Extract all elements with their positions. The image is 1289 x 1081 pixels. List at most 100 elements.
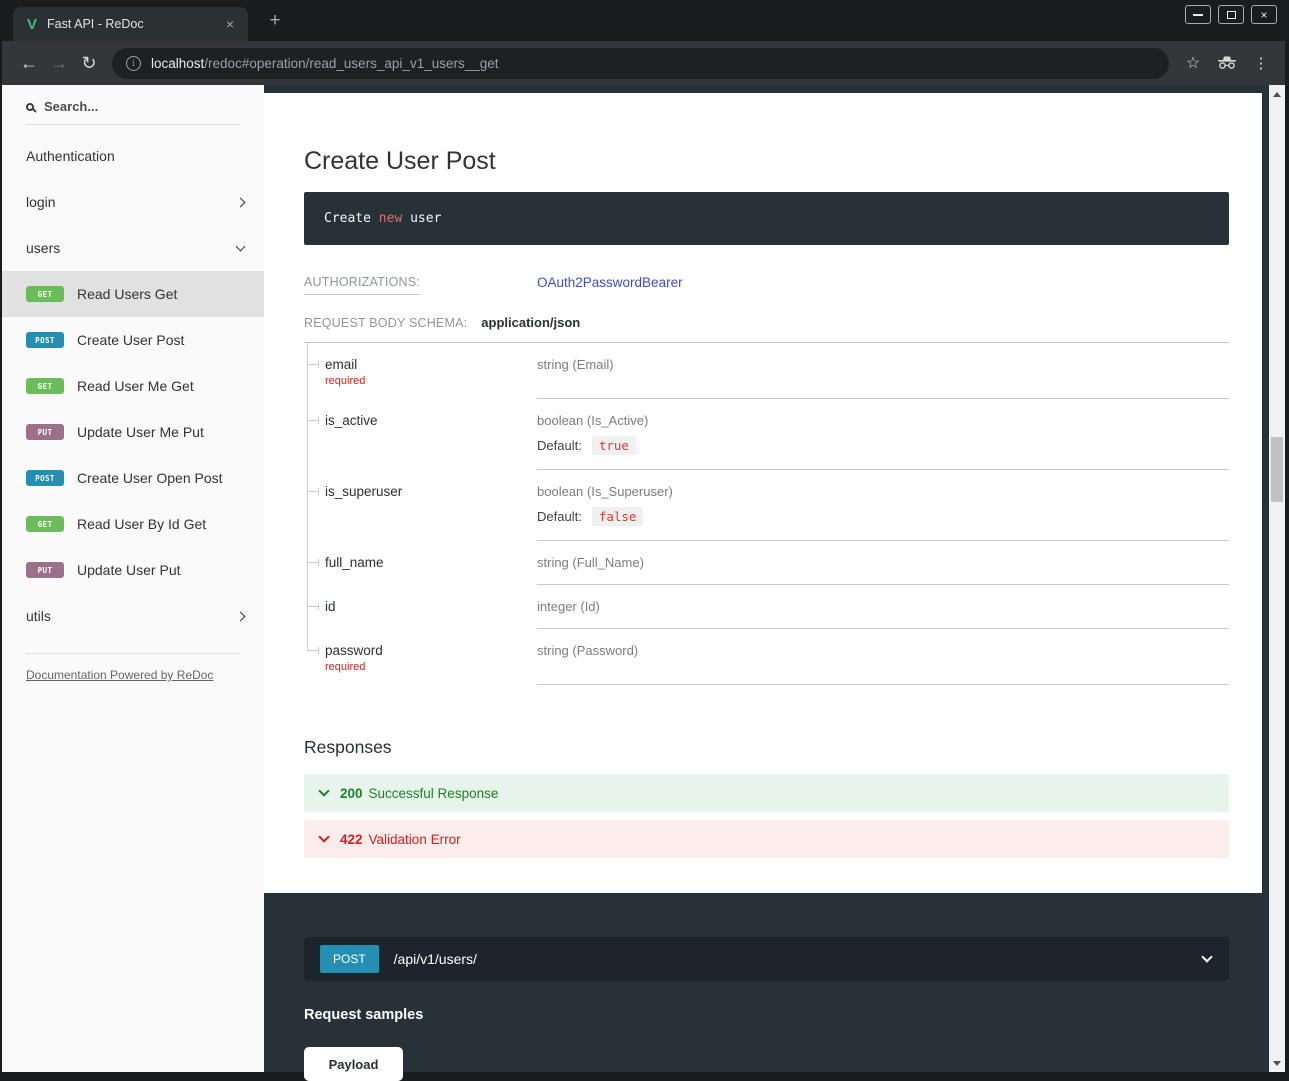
sidebar-item-create-user-post[interactable]: POST Create User Post bbox=[2, 317, 264, 363]
sidebar-group-users[interactable]: users bbox=[2, 225, 264, 271]
maximize-button[interactable] bbox=[1218, 5, 1244, 24]
field-name[interactable]: password bbox=[325, 643, 383, 658]
field-type-cell: string (Full_Name) bbox=[537, 541, 1229, 585]
field-name[interactable]: full_name bbox=[325, 555, 384, 570]
sidebar-menu: Authentication login users GET Read Users Ge… bbox=[2, 133, 264, 639]
default-value-chip: true bbox=[591, 436, 636, 455]
sidebar-group-label: utils bbox=[26, 608, 51, 624]
sidebar-item-create-user-open-post[interactable]: POST Create User Open Post bbox=[2, 455, 264, 501]
scrollbar-thumb[interactable] bbox=[1271, 437, 1283, 502]
field-required-flag: required bbox=[325, 661, 366, 673]
redoc-credit-link[interactable]: Documentation Powered by ReDoc bbox=[26, 668, 214, 682]
tab-close-icon[interactable]: × bbox=[225, 16, 234, 32]
tree-nub-icon bbox=[318, 417, 319, 424]
tree-tick-icon bbox=[307, 562, 318, 563]
sidebar-item-label: Update User Put bbox=[77, 562, 181, 578]
chevron-down-icon bbox=[1201, 951, 1213, 963]
field-name[interactable]: email bbox=[325, 357, 358, 372]
browser-scrollbar[interactable] bbox=[1269, 85, 1285, 1072]
page: Authentication login users GET Read Users Ge… bbox=[2, 85, 1285, 1081]
back-button[interactable]: ← bbox=[20, 52, 38, 73]
scroll-up-arrow[interactable] bbox=[1269, 86, 1285, 102]
field-name-cell: is_superuser bbox=[304, 470, 537, 541]
method-badge-get: GET bbox=[26, 378, 64, 394]
request-body-mime: application/json bbox=[481, 315, 581, 330]
summary-keyword: new bbox=[378, 211, 403, 226]
method-badge-get: GET bbox=[26, 516, 64, 532]
field-name[interactable]: id bbox=[325, 599, 336, 614]
sidebar-item-read-users-get[interactable]: GET Read Users Get bbox=[2, 271, 264, 317]
sidebar: Authentication login users GET Read Users Ge… bbox=[2, 85, 264, 1072]
chevron-down-icon bbox=[318, 831, 330, 843]
field-type: string (Full_Name) bbox=[537, 555, 644, 570]
endpoint-dropdown[interactable]: POST /api/v1/users/ bbox=[304, 937, 1229, 981]
responses-heading: Responses bbox=[304, 737, 392, 757]
field-type-cell: boolean (Is_Superuser) Default: false bbox=[537, 470, 1229, 541]
request-samples-heading: Request samples bbox=[304, 1007, 424, 1023]
new-tab-button[interactable]: + bbox=[269, 10, 281, 31]
response-label: Validation Error bbox=[368, 831, 461, 847]
tree-nub-icon bbox=[318, 603, 319, 610]
page-title: Create User Post bbox=[304, 147, 496, 175]
field-type: integer (Id) bbox=[537, 599, 600, 614]
endpoint-method-badge: POST bbox=[320, 945, 379, 973]
field-name-cell: is_active bbox=[304, 399, 537, 470]
search-row[interactable] bbox=[26, 99, 240, 125]
right-panel-sliver bbox=[1262, 85, 1269, 1072]
response-label: Successful Response bbox=[368, 785, 499, 801]
field-default-row: Default: false bbox=[537, 507, 1229, 526]
forward-button[interactable]: → bbox=[50, 52, 68, 73]
field-row-email: email required string (Email) bbox=[304, 343, 1229, 399]
tree-nub-icon bbox=[318, 361, 319, 368]
close-button[interactable]: × bbox=[1251, 5, 1277, 24]
field-type-cell: string (Email) bbox=[537, 343, 1229, 399]
sidebar-group-utils[interactable]: utils bbox=[2, 593, 264, 639]
search-input[interactable] bbox=[44, 99, 204, 114]
sidebar-item-label: Read User Me Get bbox=[77, 378, 194, 394]
minimize-button[interactable] bbox=[1185, 5, 1211, 24]
reload-button[interactable]: ↻ bbox=[81, 52, 97, 73]
sidebar-group-label: login bbox=[26, 194, 56, 210]
toolbar-right: ☆ ⋮ bbox=[1179, 49, 1275, 77]
response-422[interactable]: 422 Validation Error bbox=[304, 820, 1229, 858]
default-value-chip: false bbox=[591, 507, 644, 526]
field-name[interactable]: is_superuser bbox=[325, 484, 403, 499]
response-200[interactable]: 200 Successful Response bbox=[304, 774, 1229, 812]
sidebar-item-update-user-put[interactable]: PUT Update User Put bbox=[2, 547, 264, 593]
sidebar-section-authentication[interactable]: Authentication bbox=[26, 148, 115, 164]
search-icon bbox=[26, 102, 34, 111]
field-row-full-name: full_name string (Full_Name) bbox=[304, 541, 1229, 585]
auth-scheme-link[interactable]: OAuth2PasswordBearer bbox=[537, 275, 683, 290]
method-badge-put: PUT bbox=[26, 424, 64, 440]
scroll-down-arrow[interactable] bbox=[1269, 1055, 1285, 1071]
sidebar-item-read-user-me-get[interactable]: GET Read User Me Get bbox=[2, 363, 264, 409]
method-badge-get: GET bbox=[26, 286, 64, 302]
tree-tick-icon bbox=[307, 420, 318, 421]
sidebar-footer: Documentation Powered by ReDoc bbox=[26, 653, 240, 682]
summary-text: Create bbox=[324, 211, 379, 226]
sidebar-item-read-user-by-id-get[interactable]: GET Read User By Id Get bbox=[2, 501, 264, 547]
field-name[interactable]: is_active bbox=[325, 413, 378, 428]
chevron-down-icon bbox=[318, 785, 330, 797]
url-host: localhost bbox=[151, 55, 205, 71]
sidebar-item-label: Create User Open Post bbox=[77, 470, 223, 486]
field-name-cell: password required bbox=[304, 629, 537, 685]
page-info-icon[interactable]: i bbox=[126, 55, 141, 71]
tree-nub-icon bbox=[318, 488, 319, 495]
responses-list: 200 Successful Response 422 Validation Erro… bbox=[304, 774, 1229, 858]
url-bar[interactable]: i localhost/redoc#operation/read_users_a… bbox=[112, 47, 1169, 79]
request-body-label: REQUEST BODY SCHEMA: bbox=[304, 316, 468, 330]
browser-menu-icon[interactable]: ⋮ bbox=[1253, 55, 1269, 72]
tree-tick-icon bbox=[307, 491, 318, 492]
request-samples-panel: POST /api/v1/users/ Request samples Payl… bbox=[264, 893, 1262, 1081]
field-name-cell: full_name bbox=[304, 541, 537, 585]
sidebar-group-login[interactable]: login bbox=[2, 179, 264, 225]
field-row-is-superuser: is_superuser boolean (Is_Superuser) Defaul… bbox=[304, 470, 1229, 541]
window-controls: × bbox=[1185, 5, 1277, 24]
sidebar-item-update-user-me-put[interactable]: PUT Update User Me Put bbox=[2, 409, 264, 455]
tab-payload[interactable]: Payload bbox=[304, 1047, 403, 1081]
bookmark-star-icon[interactable]: ☆ bbox=[1185, 55, 1201, 72]
browser-tab[interactable]: V Fast API - ReDoc × bbox=[13, 7, 248, 41]
endpoint-path: /api/v1/users/ bbox=[393, 951, 477, 967]
field-row-id: id integer (Id) bbox=[304, 585, 1229, 629]
